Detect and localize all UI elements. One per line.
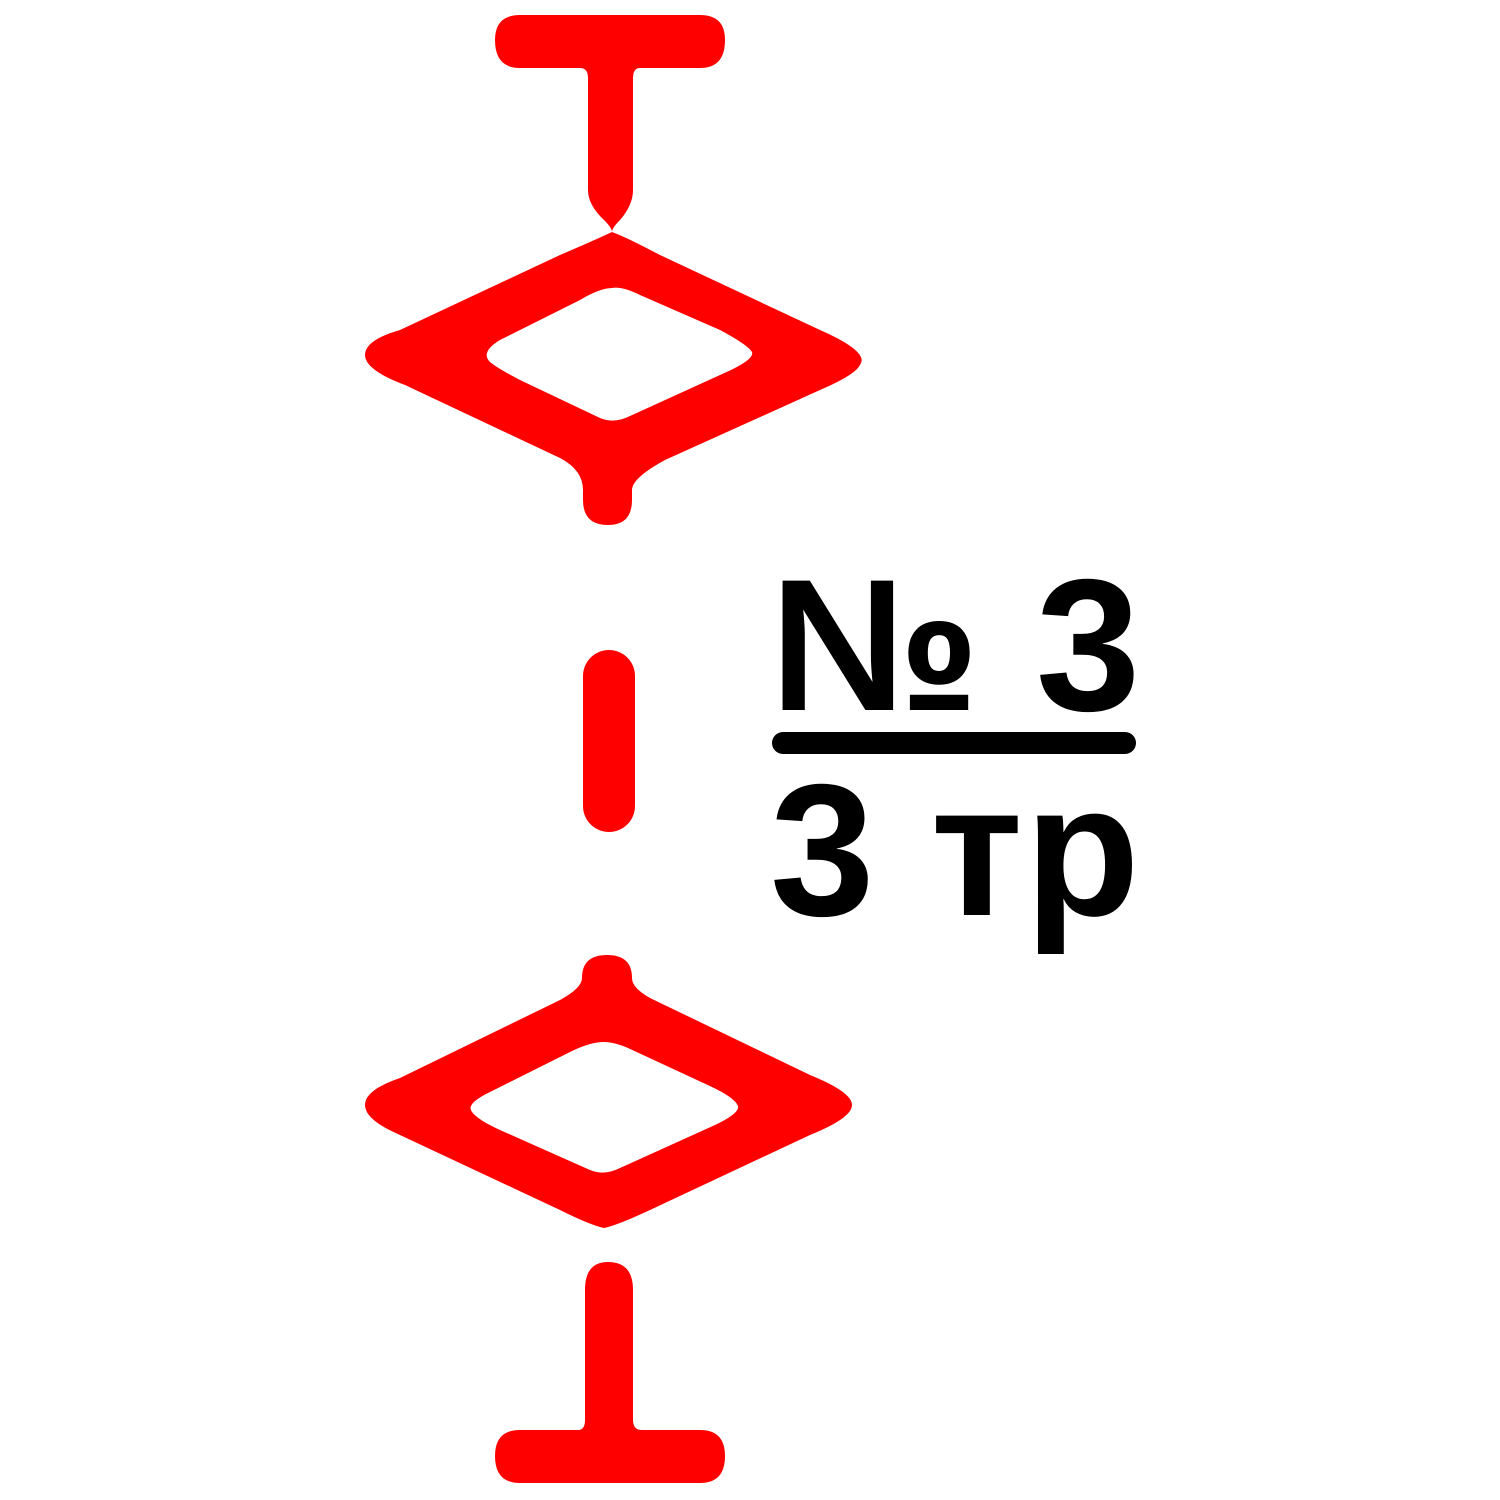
- section-label: № 3 3 тр: [770, 540, 1150, 955]
- lower-diamond-icon: [365, 955, 852, 1228]
- label-numerator: № 3: [770, 540, 1143, 750]
- upper-diamond-icon: [365, 232, 862, 525]
- middle-dash-icon: [583, 650, 635, 832]
- label-denominator: 3 тр: [770, 745, 1142, 955]
- bottom-t-cap-icon: [495, 1262, 725, 1483]
- top-t-cap-icon: [495, 15, 725, 232]
- fraction-rule: [772, 732, 1136, 754]
